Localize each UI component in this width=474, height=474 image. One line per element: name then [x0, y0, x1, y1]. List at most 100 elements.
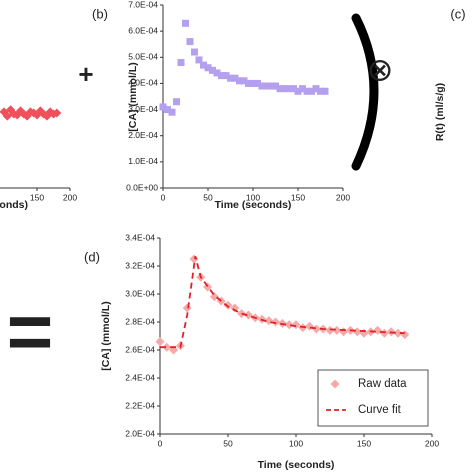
data-point: [186, 38, 194, 46]
data-point: [227, 74, 234, 82]
y-tick-label: 2.0E-04: [125, 428, 155, 438]
data-point: [263, 82, 270, 90]
y-tick-label: 4.0E-04: [128, 78, 158, 88]
fit-line: [160, 255, 405, 349]
y-tick-label: 2.0E-04: [128, 130, 158, 140]
data-point: [303, 87, 311, 95]
data-point: [173, 98, 180, 106]
y-tick-label: 1.0E-04: [128, 156, 158, 166]
panel-label: (b): [92, 6, 108, 21]
data-point: [182, 19, 189, 27]
panel-label: (c): [450, 6, 465, 21]
x-tick-label: 100: [289, 438, 303, 448]
data-point: [299, 85, 306, 93]
y-tick-label: 2.4E-04: [125, 372, 155, 382]
data-point: [281, 85, 288, 93]
panel-label: (d): [84, 249, 100, 264]
data-point: [312, 85, 320, 93]
convolution-sign: ⊗: [367, 51, 394, 87]
legend-label: Raw data: [358, 378, 407, 390]
legend-swatch: [330, 379, 340, 389]
data-point: [291, 320, 301, 330]
data-point: [155, 337, 165, 347]
x-tick-label: 50: [203, 192, 213, 202]
data-point: [352, 327, 362, 337]
data-point: [231, 74, 239, 82]
data-point: [0, 107, 9, 117]
data-point: [204, 64, 212, 72]
y-tick-label: 2.8E-04: [125, 316, 155, 326]
data-point: [290, 85, 297, 93]
y-tick-label: 3.0E-04: [128, 104, 158, 114]
data-point: [317, 87, 324, 95]
x-tick-label: 150: [291, 192, 305, 202]
legend-label: Curve fit: [358, 404, 402, 416]
x-tick-label: 150: [30, 192, 44, 202]
data-point: [321, 87, 329, 95]
parenthesis: [351, 13, 379, 171]
y-tick-label: 2.6E-04: [125, 344, 155, 354]
data-point: [209, 66, 216, 74]
data-point: [400, 330, 410, 340]
data-point: [189, 254, 199, 264]
plus-sign: +: [78, 59, 93, 89]
data-point: [294, 87, 302, 95]
data-point: [209, 292, 219, 302]
data-point: [258, 82, 266, 90]
data-point: [276, 85, 284, 93]
data-point: [191, 48, 198, 56]
y-tick-label: 3.2E-04: [125, 260, 155, 270]
data-point: [236, 77, 243, 85]
data-point: [162, 342, 172, 352]
x-tick-label: 200: [336, 192, 350, 202]
data-point: [222, 72, 230, 80]
y-tick-label: 7.0E-04: [128, 0, 158, 9]
data-point: [249, 79, 257, 87]
data-point: [164, 106, 171, 114]
data-point: [267, 82, 275, 90]
data-point: [243, 310, 253, 320]
data-point: [393, 328, 403, 338]
x-tick-label: 150: [357, 438, 371, 448]
data-point: [200, 61, 207, 69]
x-axis-label: Time (seconds): [215, 199, 292, 211]
x-tick-label: 0: [158, 438, 163, 448]
x-axis-label: Time (seconds): [0, 199, 28, 211]
data-point: [168, 108, 176, 116]
x-axis-label: Time (seconds): [258, 459, 335, 471]
x-tick-label: 200: [425, 438, 439, 448]
x-tick-label: 50: [223, 438, 233, 448]
y-tick-label: 5.0E-04: [128, 52, 158, 62]
data-point: [271, 317, 281, 327]
data-point: [52, 108, 62, 118]
data-point: [379, 328, 389, 338]
x-tick-label: 100: [246, 192, 260, 202]
data-point: [332, 325, 342, 335]
data-point: [284, 320, 294, 330]
legend-box: [317, 369, 429, 427]
data-point: [182, 303, 192, 313]
data-point: [339, 327, 349, 337]
data-point: [254, 79, 261, 87]
data-point: [223, 300, 233, 310]
y-axis-label: [CA] (mmol/L): [100, 301, 112, 370]
y-tick-label: 3.4E-04: [125, 232, 155, 242]
data-point: [159, 103, 167, 111]
y-axis-label: R(t) (ml/s/g): [434, 83, 446, 141]
data-point: [245, 79, 252, 87]
data-point: [311, 324, 321, 334]
data-point: [218, 72, 225, 80]
data-point: [325, 325, 335, 335]
data-point: [285, 85, 293, 93]
data-point: [272, 82, 279, 90]
data-point: [308, 87, 315, 95]
y-tick-label: 0.0E+00: [126, 182, 158, 192]
x-tick-label: 0: [161, 192, 166, 202]
data-point: [213, 69, 221, 77]
y-tick-label: 3.0E-04: [125, 288, 155, 298]
data-point: [240, 77, 248, 85]
data-point: [195, 56, 203, 64]
y-axis-label: [CA] (mmol/L): [127, 62, 139, 131]
x-tick-label: 200: [63, 192, 77, 202]
